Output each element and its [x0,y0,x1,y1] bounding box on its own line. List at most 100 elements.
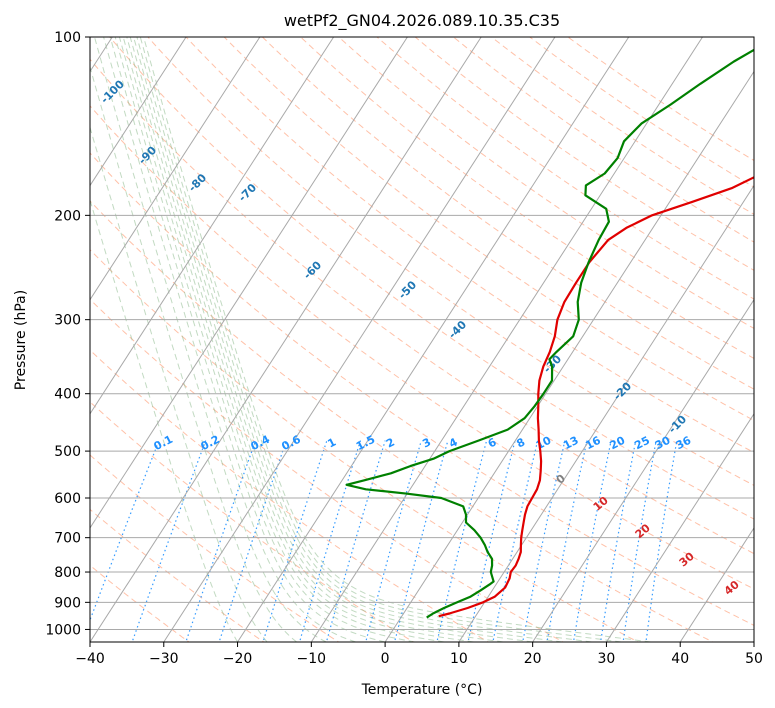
mixing-ratio-line [325,440,386,642]
mixing-ratio-label: 2 [384,435,397,450]
dry-adiabat-line [338,37,754,330]
y-tick-label: 700 [54,531,81,547]
moist-adiabat-line [143,37,651,642]
wet-bulb-label: -10 [666,412,689,435]
y-tick-label: 100 [54,30,81,46]
moist-adiabat-line [136,37,592,642]
isotherm-line [458,184,754,642]
moist-adiabat-line [122,37,474,642]
mixing-ratio-line [365,440,422,642]
dry-adiabat-line [90,58,754,555]
isotherm-line [384,70,754,642]
chart-title: wetPf2_GN04.2026.089.10.35.C35 [284,11,560,31]
temperature-profile-line [438,176,754,618]
mixing-ratio-line [599,440,637,642]
warm-isotherm-label: 20 [633,521,653,541]
dry-adiabat-line [223,37,754,422]
moist-adiabat-line [133,37,563,642]
wet-bulb-label: -80 [186,171,209,194]
x-tick-label: 50 [745,651,763,667]
isotherm-line [237,37,630,642]
mixing-ratio-label: 25 [632,434,652,453]
mixing-ratio-label: 0.1 [152,433,175,453]
moist-adiabat-line [90,198,239,642]
moist-adiabat-line [109,37,386,642]
y-tick-label: 900 [54,595,81,611]
mixing-ratio-label: 30 [653,434,673,453]
y-tick-label: 400 [54,387,81,403]
mixing-ratio-label: 16 [583,434,603,453]
plot-frame [89,36,755,643]
mixing-ratio-line [522,440,566,642]
x-axis-label: Temperature (°C) [361,682,483,698]
mixing-ratio-label: 10 [534,434,554,453]
x-tick-label: 30 [598,651,616,667]
wet-bulb-label: -70 [236,181,259,204]
annotation-labels: 0.1 0.2 0.4 0.6 1 1.5 2 3 4 6 8 10 13 16 20 25 30 36-100-… [98,77,742,597]
moist-adiabat-line [129,37,533,642]
mixing-ratio-line [546,440,588,642]
moist-adiabat-line [139,37,622,642]
zero-isotherm-label: 0 [554,472,568,487]
x-tick-label: 10 [450,651,468,667]
y-tick-label: 600 [54,491,81,507]
mixing-ratio-label: 0.6 [280,433,304,454]
isotherm-line [532,298,754,642]
mixing-ratio-line [298,440,362,642]
x-tick-label: −20 [223,651,253,667]
y-tick-label: 500 [54,444,81,460]
mixing-ratio-line [622,440,657,642]
y-axis-ticks: 100 200 300 400 500 600 700 800 900 1000 [45,30,90,638]
wet-bulb-label: -40 [446,318,469,341]
wet-bulb-label: -60 [301,258,324,281]
dry-adiabat-line [90,401,415,642]
x-tick-label: 0 [381,651,390,667]
x-tick-label: −40 [75,651,105,667]
dry-adiabat-line [90,105,754,590]
mixing-ratio-label: 0.4 [249,433,273,454]
mixing-ratio-line [131,440,207,642]
x-tick-label: 40 [671,651,689,667]
dry-adiabat-line [90,298,565,642]
mixing-ratio-line [90,440,160,622]
mixing-ratio-label: 20 [608,434,628,453]
moist-adiabat-line [90,65,297,642]
wet-bulb-label: -20 [611,379,634,402]
dry-adiabat-line [90,249,639,642]
x-tick-label: −10 [297,651,327,667]
dry-adiabat-line [90,200,714,642]
isotherm-line [606,412,754,642]
mixing-ratio-line [185,440,257,642]
dry-adiabat-line [185,37,754,454]
dry-adiabat-line [90,508,265,642]
isotherm-line [90,37,482,642]
moist-adiabat-line [103,37,356,642]
isotherm-line [90,37,187,187]
isotherm-line [90,37,261,301]
profile-series [345,48,754,619]
mixing-ratio-line [467,440,516,642]
mixing-ratio-label: 1.5 [354,433,377,453]
moist-adiabat-line [90,125,268,642]
dry-adiabat-line [90,454,340,642]
wet-bulb-label: -50 [396,278,419,301]
moist-adiabat-line [94,37,327,642]
warm-isotherm-label: 30 [677,549,697,569]
y-tick-label: 200 [54,208,81,224]
mixing-ratio-label: 1 [325,435,338,450]
mixing-ratio-label: 3 [420,435,433,450]
mixing-ratio-label: 8 [514,435,527,450]
dry-adiabat-line [90,349,490,642]
isotherm-line [90,37,408,529]
isotherm-line [90,37,335,415]
mixing-ratio-label: 13 [561,434,581,453]
mixing-ratio-line [572,440,612,642]
isotherm-line [163,37,556,642]
mixing-ratio-line [218,440,287,642]
dry-adiabat-line [299,37,754,360]
mixing-ratio-label: 36 [674,434,694,453]
mixing-ratio-line [645,440,678,642]
x-axis-ticks: −40 −30 −20 −10 0 10 20 30 40 50 [75,642,763,667]
isotherm-line [679,526,754,642]
